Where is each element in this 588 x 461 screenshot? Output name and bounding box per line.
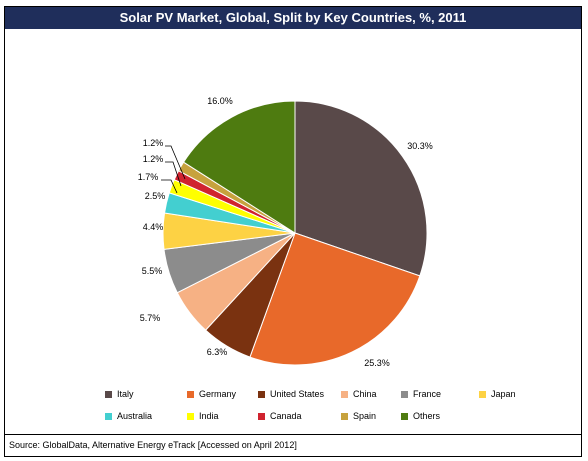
chart-area: 30.3% 25.3% 6.3% 5.7% 5.5% 4.4% 2.5% 1.7% 1.2% 1.… bbox=[5, 29, 581, 434]
legend-swatch bbox=[401, 390, 408, 398]
pie-slice-others bbox=[182, 100, 296, 234]
leader-line-india bbox=[161, 179, 178, 194]
data-label-united-states: 6.3% bbox=[207, 347, 228, 357]
data-label-germany: 25.3% bbox=[364, 358, 390, 368]
legend-item-germany: Germany bbox=[187, 389, 236, 399]
pie-slice-germany bbox=[249, 232, 421, 366]
legend-label: Germany bbox=[199, 389, 237, 399]
legend-item-others: Others bbox=[401, 411, 440, 421]
data-label-japan: 4.4% bbox=[143, 222, 164, 232]
legend-item-united-states: United States bbox=[258, 389, 324, 399]
legend-swatch bbox=[258, 390, 265, 398]
legend-row: Italy Germany United States China France Japa… bbox=[105, 385, 545, 407]
legend-label: Spain bbox=[353, 411, 377, 421]
legend-item-spain: Spain bbox=[341, 411, 376, 421]
data-label-france: 5.5% bbox=[142, 266, 163, 276]
legend-item-australia: Australia bbox=[105, 411, 152, 421]
legend-row: Australia India Canada Spain Others bbox=[105, 407, 545, 429]
chart-legend: Italy Germany United States China France Japa… bbox=[105, 385, 545, 429]
legend-item-china: China bbox=[341, 389, 377, 399]
legend-label: Italy bbox=[117, 389, 134, 399]
legend-swatch bbox=[479, 390, 486, 398]
legend-label: Japan bbox=[491, 389, 516, 399]
chart-frame: Solar PV Market, Global, Split by Key Co… bbox=[4, 6, 582, 457]
legend-swatch bbox=[401, 412, 408, 420]
data-label-australia: 2.5% bbox=[145, 191, 166, 201]
legend-item-india: India bbox=[187, 411, 219, 421]
source-note: Source: GlobalData, Alternative Energy e… bbox=[5, 434, 581, 456]
chart-title: Solar PV Market, Global, Split by Key Co… bbox=[5, 7, 581, 29]
leader-line-canada bbox=[165, 161, 182, 187]
legend-label: Canada bbox=[270, 411, 302, 421]
legend-swatch bbox=[105, 390, 112, 398]
legend-label: China bbox=[353, 389, 377, 399]
data-label-others: 16.0% bbox=[207, 96, 233, 106]
legend-item-france: France bbox=[401, 389, 441, 399]
legend-swatch bbox=[258, 412, 265, 420]
legend-label: Australia bbox=[117, 411, 153, 421]
legend-label: United States bbox=[270, 389, 325, 399]
leader-line-spain bbox=[165, 145, 186, 180]
legend-swatch bbox=[187, 412, 194, 420]
data-label-canada: 1.2% bbox=[143, 154, 164, 164]
data-label-india: 1.7% bbox=[138, 172, 159, 182]
pie-chart: 30.3% 25.3% 6.3% 5.7% 5.5% 4.4% 2.5% 1.7% 1.2% 1.… bbox=[138, 96, 433, 368]
legend-swatch bbox=[341, 390, 348, 398]
pie-slice-italy bbox=[294, 100, 428, 277]
data-label-spain: 1.2% bbox=[143, 138, 164, 148]
legend-label: India bbox=[199, 411, 219, 421]
legend-item-japan: Japan bbox=[479, 389, 516, 399]
data-label-china: 5.7% bbox=[140, 313, 161, 323]
legend-label: France bbox=[413, 389, 442, 399]
data-label-italy: 30.3% bbox=[407, 141, 433, 151]
legend-swatch bbox=[105, 412, 112, 420]
legend-item-canada: Canada bbox=[258, 411, 302, 421]
legend-label: Others bbox=[413, 411, 441, 421]
legend-item-italy: Italy bbox=[105, 389, 134, 399]
legend-swatch bbox=[187, 390, 194, 398]
legend-swatch bbox=[341, 412, 348, 420]
